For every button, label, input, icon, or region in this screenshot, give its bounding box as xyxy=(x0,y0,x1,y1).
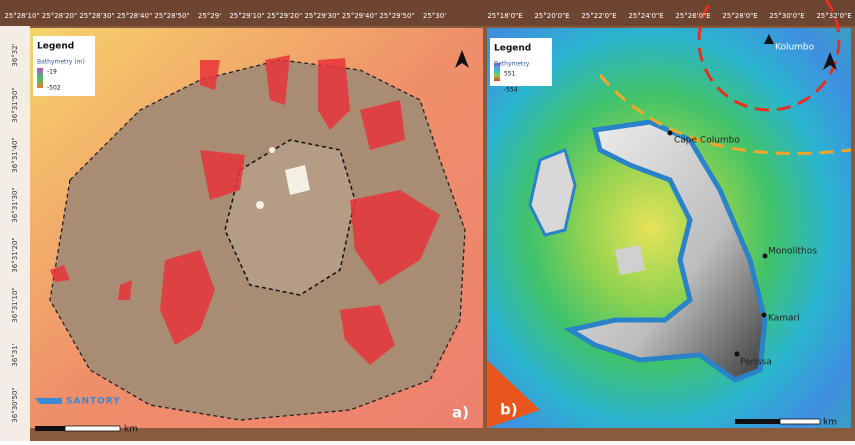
left-tick-label: 36°31'50" xyxy=(11,87,19,122)
crater-rim xyxy=(224,139,356,296)
legend-max: 551 xyxy=(504,71,516,78)
logo-text: SANTORY xyxy=(66,397,121,407)
legend-subtitle: Bathymetry xyxy=(494,61,530,68)
top-tick-label: 25°26'0"E xyxy=(675,12,710,20)
top-tick-label: 25°28'40" xyxy=(117,12,152,20)
north-arrow-b xyxy=(823,52,837,70)
north-arrow-a xyxy=(455,50,469,68)
scale-unit: km xyxy=(124,425,138,435)
logo-icon xyxy=(35,398,62,404)
top-tick-label: 25°32'0"E xyxy=(816,12,851,20)
left-tick-label: 36°31'30" xyxy=(11,187,19,222)
scale-bar-b xyxy=(735,419,780,424)
legend-min: -502 xyxy=(47,85,61,92)
left-tick-label: 36°32' xyxy=(11,43,19,66)
top-tick-label: 25°20'0"E xyxy=(534,12,569,20)
place-label: Cape Columbo xyxy=(674,136,740,146)
top-tick-label: 25°22'0"E xyxy=(581,12,616,20)
left-tick-label: 36°31' xyxy=(11,343,19,366)
place-label: Kolumbo xyxy=(775,43,815,53)
place-dots xyxy=(667,130,768,357)
panel-label: b) xyxy=(500,401,518,419)
top-tick-label: 25°28'50" xyxy=(154,12,189,20)
place-label: Perissa xyxy=(740,358,772,368)
therasia xyxy=(528,147,577,237)
kolumbo-marker xyxy=(764,34,774,44)
left-tick-label: 36°31'10" xyxy=(11,287,19,322)
top-tick-label: 25°28'20" xyxy=(42,12,77,20)
scale-unit: km xyxy=(823,418,837,428)
top-tick-label: 25°29'20" xyxy=(267,12,302,20)
left-strip xyxy=(0,26,30,441)
top-tick-label: 25°28'10" xyxy=(4,12,39,20)
top-tick-label: 25°29'50" xyxy=(379,12,414,20)
place-label: Kamari xyxy=(768,314,800,324)
legend-box-b xyxy=(490,38,552,86)
deep-red xyxy=(487,360,540,428)
fault-zone xyxy=(598,74,852,155)
legend-min: -554 xyxy=(504,87,518,94)
top-tick-label: 25°28'30" xyxy=(79,12,114,20)
top-tick-label: 25°18'0"E xyxy=(487,12,522,20)
legend-subtitle: Bathymetry (m) xyxy=(37,59,85,66)
place-label: Monolithos xyxy=(768,247,817,257)
thera xyxy=(563,119,768,383)
legend-max: -19 xyxy=(47,69,57,76)
legend-title: Legend xyxy=(494,44,531,54)
top-tick-label: 25°29'10" xyxy=(229,12,264,20)
top-tick-label: 25°29' xyxy=(198,12,221,20)
top-tick-label: 25°30'0"E xyxy=(769,12,804,20)
top-tick-label: 25°24'0"E xyxy=(628,12,663,20)
top-strip xyxy=(0,0,855,26)
legend-title: Legend xyxy=(37,42,74,52)
kolumbo-ring xyxy=(697,0,841,112)
left-tick-label: 36°31'20" xyxy=(11,237,19,272)
islets xyxy=(256,147,310,209)
scale-bar-a2 xyxy=(64,425,121,432)
panel-label: a) xyxy=(452,404,469,422)
left-tick-label: 36°31'40" xyxy=(11,137,19,172)
left-tick-label: 36°30'50" xyxy=(11,387,19,422)
top-tick-label: 25°29'40" xyxy=(342,12,377,20)
legend-ramp-b xyxy=(494,63,500,81)
red-patches xyxy=(50,55,440,365)
scale-bar-b2 xyxy=(779,418,821,425)
legend-ramp-a xyxy=(37,68,43,88)
legend-box-a xyxy=(33,36,95,96)
top-tick-label: 25°30' xyxy=(423,12,446,20)
kameni xyxy=(615,245,645,275)
top-tick-label: 25°28'0"E xyxy=(722,12,757,20)
top-tick-label: 25°29'30" xyxy=(304,12,339,20)
